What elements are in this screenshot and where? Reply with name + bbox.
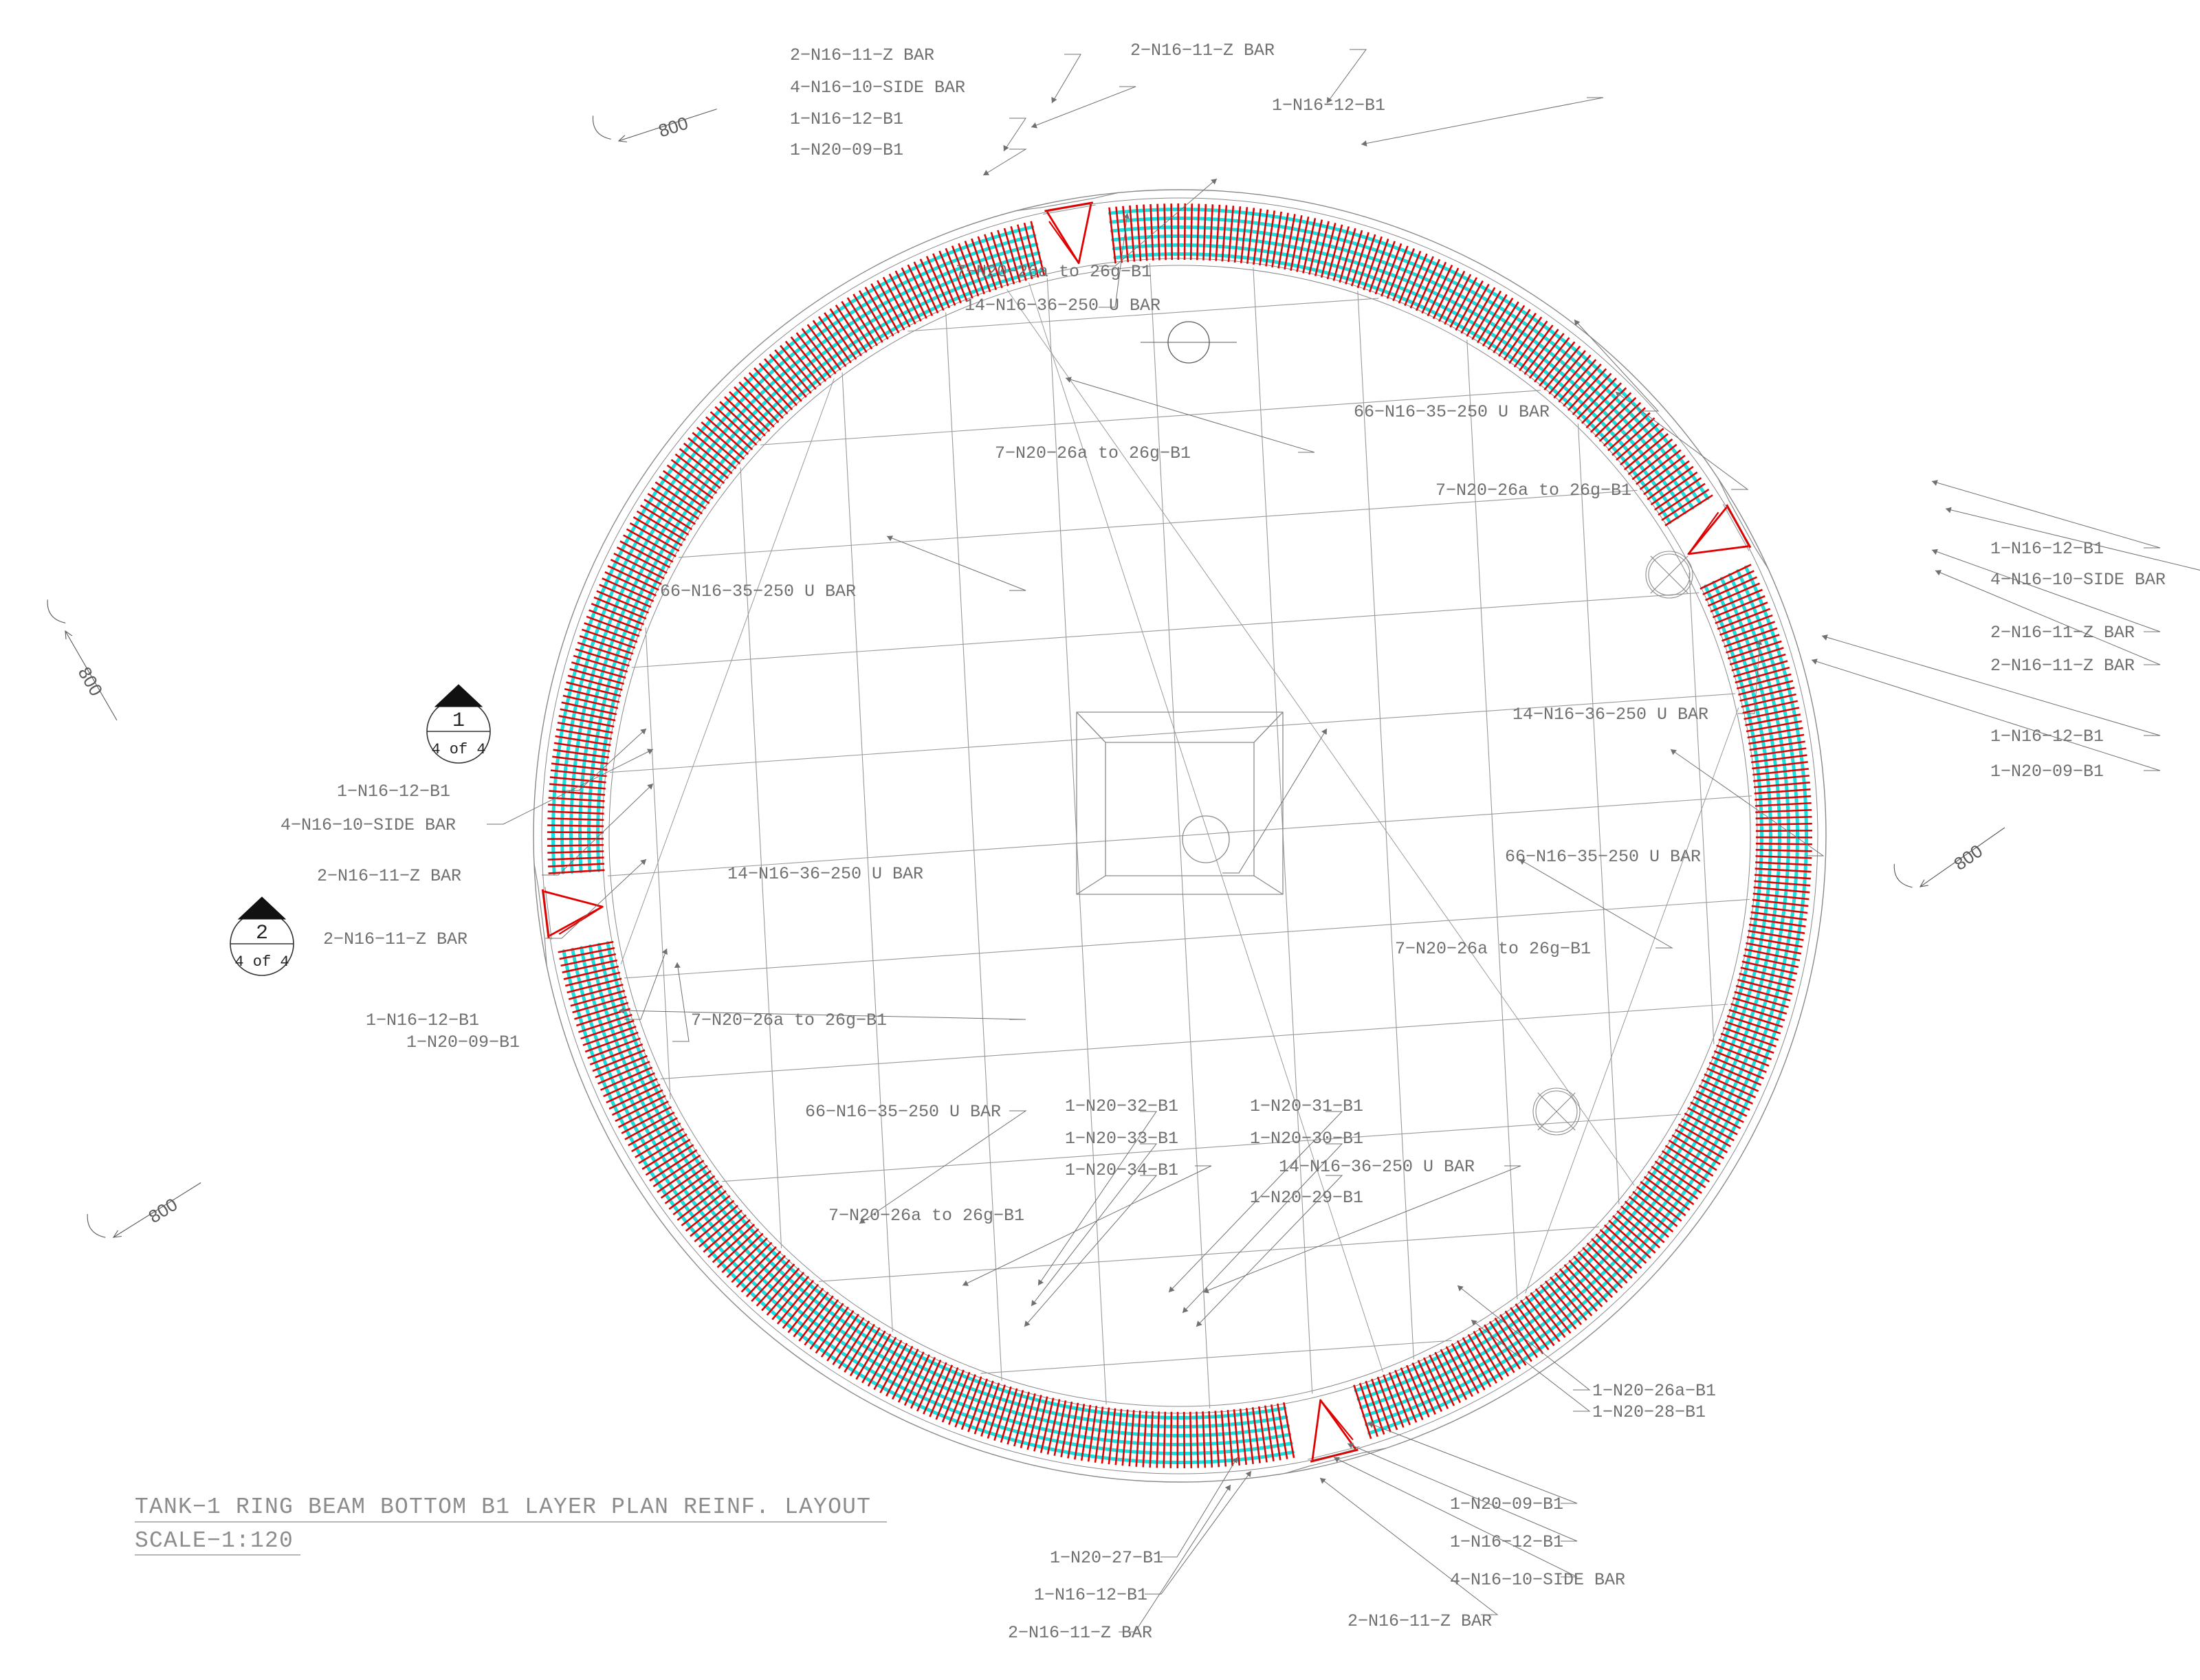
svg-text:7−N20−26a to 26g−B1: 7−N20−26a to 26g−B1 — [956, 262, 1152, 282]
svg-text:4−N16−10−SIDE BAR: 4−N16−10−SIDE BAR — [1450, 1570, 1625, 1590]
svg-text:1−N20−28−B1: 1−N20−28−B1 — [1592, 1402, 1706, 1422]
svg-text:66−N16−35−250 U BAR: 66−N16−35−250 U BAR — [1505, 847, 1701, 867]
svg-text:7−N20−26a to 26g−B1: 7−N20−26a to 26g−B1 — [828, 1206, 1024, 1226]
svg-text:4−N16−10−SIDE BAR: 4−N16−10−SIDE BAR — [280, 815, 456, 835]
svg-text:2−N16−11−Z BAR: 2−N16−11−Z BAR — [790, 45, 934, 65]
svg-text:1−N16−12−B1: 1−N16−12−B1 — [1990, 539, 2104, 559]
svg-text:TANK−1 RING BEAM BOTTOM B1 LAY: TANK−1 RING BEAM BOTTOM B1 LAYER PLAN RE… — [135, 1494, 871, 1520]
svg-text:2−N16−11−Z BAR: 2−N16−11−Z BAR — [1348, 1611, 1492, 1631]
svg-text:1−N20−09−B1: 1−N20−09−B1 — [790, 140, 903, 160]
svg-text:1−N20−34−B1: 1−N20−34−B1 — [1065, 1160, 1178, 1180]
svg-text:2−N16−11−Z BAR: 2−N16−11−Z BAR — [1990, 656, 2135, 676]
svg-text:SCALE−1:120: SCALE−1:120 — [135, 1528, 294, 1554]
svg-text:7−N20−26a to 26g−B1: 7−N20−26a to 26g−B1 — [1395, 939, 1591, 959]
svg-text:1−N20−31−B1: 1−N20−31−B1 — [1250, 1096, 1363, 1116]
svg-text:2: 2 — [256, 922, 268, 945]
svg-text:66−N16−35−250 U BAR: 66−N16−35−250 U BAR — [805, 1102, 1001, 1122]
svg-text:1−N20−33−B1: 1−N20−33−B1 — [1065, 1129, 1178, 1149]
svg-text:1−N16−12−B1: 1−N16−12−B1 — [1990, 727, 2104, 747]
svg-text:7−N20−26a to 26g−B1: 7−N20−26a to 26g−B1 — [691, 1010, 887, 1030]
svg-text:14−N16−36−250 U BAR: 14−N16−36−250 U BAR — [1279, 1157, 1475, 1177]
svg-text:14−N16−36−250 U BAR: 14−N16−36−250 U BAR — [727, 864, 923, 884]
svg-text:2−N16−11−Z BAR: 2−N16−11−Z BAR — [1990, 623, 2135, 643]
svg-text:4−N16−10−SIDE BAR: 4−N16−10−SIDE BAR — [1990, 570, 2166, 590]
svg-text:66−N16−35−250 U BAR: 66−N16−35−250 U BAR — [1354, 402, 1550, 422]
svg-text:66−N16−35−250 U BAR: 66−N16−35−250 U BAR — [660, 582, 856, 601]
svg-text:14−N16−36−250 U BAR: 14−N16−36−250 U BAR — [965, 296, 1160, 316]
svg-text:1−N20−09−B1: 1−N20−09−B1 — [406, 1032, 520, 1052]
svg-text:7−N20−26a to 26g−B1: 7−N20−26a to 26g−B1 — [1436, 480, 1631, 500]
svg-text:7−N20−26a to 26g−B1: 7−N20−26a to 26g−B1 — [995, 443, 1191, 463]
svg-text:4 of 4: 4 of 4 — [431, 741, 485, 758]
svg-text:2−N16−11−Z BAR: 2−N16−11−Z BAR — [1130, 41, 1275, 60]
svg-text:1: 1 — [452, 709, 465, 733]
svg-text:2−N16−11−Z BAR: 2−N16−11−Z BAR — [1008, 1623, 1152, 1643]
svg-text:1−N16−12−B1: 1−N16−12−B1 — [337, 782, 450, 802]
svg-text:1−N20−30−B1: 1−N20−30−B1 — [1250, 1129, 1363, 1149]
svg-text:1−N16−12−B1: 1−N16−12−B1 — [1034, 1585, 1147, 1605]
svg-text:1−N20−32−B1: 1−N20−32−B1 — [1065, 1096, 1178, 1116]
svg-text:1−N20−27−B1: 1−N20−27−B1 — [1050, 1548, 1163, 1568]
svg-text:1−N20−26a−B1: 1−N20−26a−B1 — [1592, 1381, 1716, 1401]
svg-text:2−N16−11−Z BAR: 2−N16−11−Z BAR — [323, 929, 468, 949]
svg-text:4−N16−10−SIDE BAR: 4−N16−10−SIDE BAR — [790, 78, 965, 98]
svg-text:4 of 4: 4 of 4 — [234, 953, 289, 971]
svg-text:1−N20−09−B1: 1−N20−09−B1 — [1990, 762, 2104, 782]
svg-text:1−N16−12−B1: 1−N16−12−B1 — [790, 109, 903, 129]
svg-text:1−N16−12−B1: 1−N16−12−B1 — [366, 1010, 479, 1030]
svg-text:1−N20−29−B1: 1−N20−29−B1 — [1250, 1188, 1363, 1208]
svg-text:14−N16−36−250 U BAR: 14−N16−36−250 U BAR — [1512, 705, 1708, 725]
svg-text:2−N16−11−Z BAR: 2−N16−11−Z BAR — [317, 866, 461, 886]
